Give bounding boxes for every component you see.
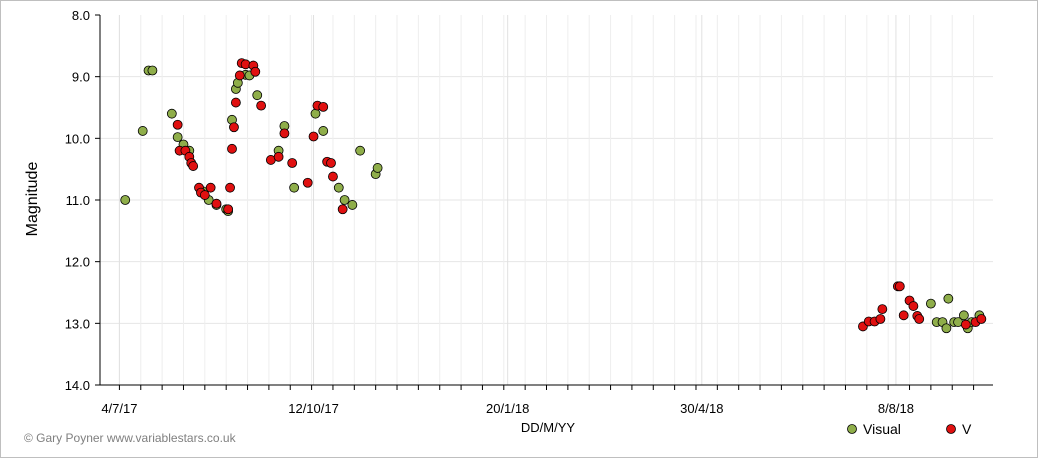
point-v	[328, 171, 338, 182]
point-v	[172, 119, 183, 130]
point-v	[227, 143, 237, 154]
point-v	[279, 128, 290, 139]
point-v	[337, 204, 348, 215]
legend-marker-visual	[847, 424, 857, 434]
legend: Visual V	[847, 421, 972, 437]
legend-marker-v	[946, 424, 956, 434]
point-v	[250, 66, 261, 77]
point-v	[199, 190, 210, 200]
point-visual	[310, 108, 321, 119]
legend-label-visual: Visual	[863, 421, 901, 437]
y-tick-label: 10.0	[65, 131, 90, 146]
point-v	[256, 100, 267, 111]
y-tick-label: 14.0	[65, 378, 90, 393]
point-visual	[925, 298, 936, 309]
x-tick-label: 30/4/18	[680, 401, 723, 416]
point-v	[234, 70, 245, 81]
x-tick-label: 12/10/17	[288, 401, 339, 416]
point-visual	[289, 182, 300, 193]
point-v	[302, 177, 313, 188]
point-visual	[252, 90, 263, 101]
point-v	[318, 101, 329, 112]
point-visual	[958, 310, 969, 321]
point-visual	[943, 293, 954, 304]
point-visual	[355, 145, 366, 156]
y-tick-label: 11.0	[66, 193, 90, 208]
x-tick-label: 20/1/18	[486, 401, 529, 416]
point-visual	[120, 195, 131, 205]
copyright-credit: © Gary Poyner www.variablestars.co.uk	[24, 431, 237, 445]
point-v	[914, 314, 925, 324]
point-v	[898, 310, 909, 321]
point-visual	[318, 126, 329, 136]
point-v	[230, 97, 241, 108]
point-v	[225, 182, 235, 193]
point-visual	[372, 163, 383, 173]
point-visual	[347, 200, 358, 210]
legend-label-v: V	[962, 421, 972, 437]
point-visual	[339, 195, 350, 205]
y-tick-label: 8.0	[72, 8, 90, 23]
point-v	[287, 158, 298, 168]
grid-lines	[100, 15, 993, 385]
point-visual	[147, 65, 158, 76]
y-axis-title: Magnitude	[24, 162, 41, 237]
point-v	[308, 131, 319, 142]
y-tick-label: 12.0	[65, 255, 90, 270]
point-v	[976, 314, 987, 324]
point-v	[223, 204, 234, 215]
point-v	[894, 281, 905, 292]
point-v	[229, 122, 239, 133]
point-v	[875, 314, 886, 324]
point-v	[877, 304, 888, 315]
point-v	[326, 158, 336, 168]
point-v	[205, 182, 216, 193]
point-visual	[166, 108, 177, 119]
point-v	[908, 301, 919, 311]
point-v	[273, 151, 284, 162]
y-tick-label: 13.0	[65, 316, 90, 331]
point-visual	[333, 182, 344, 193]
y-tick-label: 9.0	[72, 70, 90, 85]
point-visual	[941, 323, 952, 334]
x-axis-title: DD/M/YY	[521, 420, 576, 435]
point-v	[188, 161, 199, 171]
point-v	[960, 319, 971, 330]
x-axis-ticks: 4/7/17 12/10/17 20/1/18 30/4/18 8/8/18	[101, 385, 975, 416]
point-visual	[172, 132, 183, 143]
data-points	[120, 58, 987, 334]
x-tick-label: 8/8/18	[878, 401, 914, 416]
x-tick-label: 4/7/17	[101, 401, 137, 416]
point-visual	[137, 126, 148, 136]
y-axis-ticks: 8.0 9.0 10.0 11.0 12.0 13.0 14.0	[65, 8, 100, 393]
point-v	[211, 198, 222, 209]
